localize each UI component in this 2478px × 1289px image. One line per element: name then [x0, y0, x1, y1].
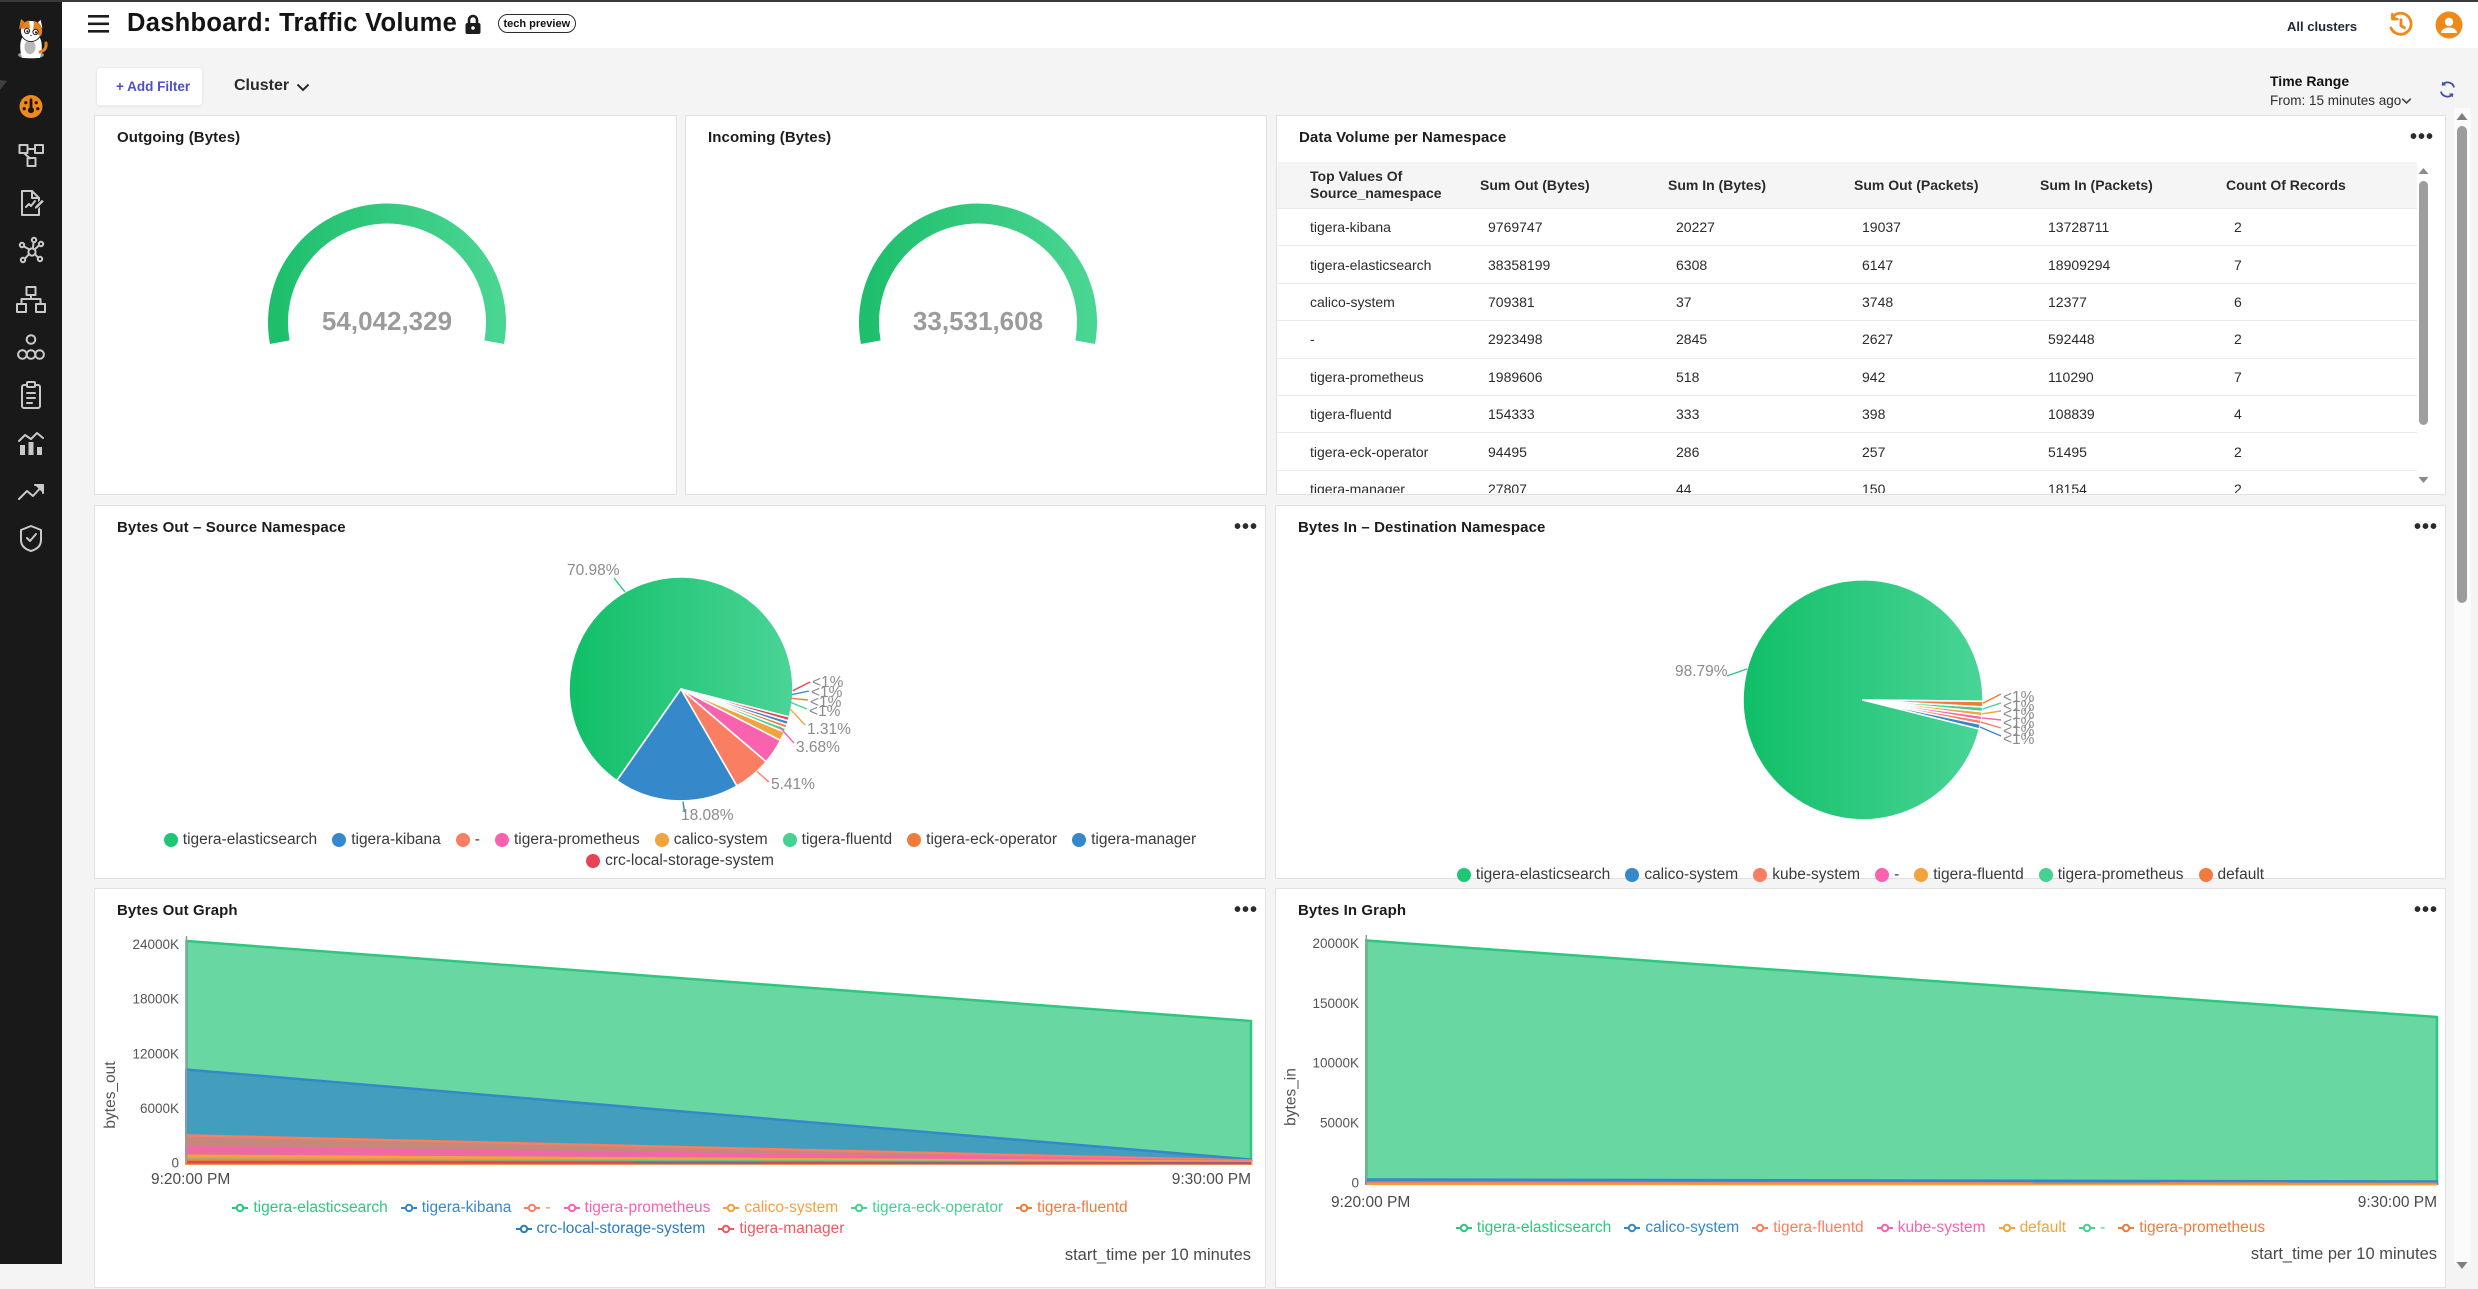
svg-text:5.41%: 5.41%: [771, 776, 815, 793]
svg-text:<1%: <1%: [811, 684, 843, 701]
svg-text:18.08%: 18.08%: [681, 807, 734, 824]
svg-text:12000K: 12000K: [132, 1046, 179, 1061]
svg-text:18000K: 18000K: [132, 992, 179, 1007]
svg-text:10000K: 10000K: [1312, 1056, 1359, 1071]
svg-text:15000K: 15000K: [1312, 996, 1359, 1011]
svg-text:9:30:00 PM: 9:30:00 PM: [2358, 1194, 2437, 1211]
svg-text:<1%: <1%: [2003, 731, 2035, 748]
svg-text:bytes_out: bytes_out: [102, 1061, 119, 1129]
svg-text:<1%: <1%: [2003, 706, 2035, 723]
svg-text:33,531,608: 33,531,608: [913, 306, 1043, 336]
svg-text:5000K: 5000K: [1320, 1116, 1359, 1131]
svg-text:<1%: <1%: [809, 703, 841, 720]
svg-text:<1%: <1%: [812, 674, 844, 691]
svg-text:<1%: <1%: [810, 694, 842, 711]
svg-text:9:20:00 PM: 9:20:00 PM: [1331, 1194, 1410, 1211]
svg-text:<1%: <1%: [2003, 723, 2035, 740]
svg-text:98.79%: 98.79%: [1675, 663, 1728, 680]
svg-text:6000K: 6000K: [140, 1101, 179, 1116]
svg-text:0: 0: [1351, 1175, 1359, 1190]
svg-text:start_time per 10 minutes: start_time per 10 minutes: [1065, 1246, 1251, 1264]
svg-text:<1%: <1%: [2003, 698, 2035, 715]
svg-text:bytes_in: bytes_in: [1283, 1068, 1300, 1126]
svg-text:9:30:00 PM: 9:30:00 PM: [1172, 1171, 1251, 1188]
svg-text:<1%: <1%: [2003, 715, 2035, 732]
svg-text:start_time per 10 minutes: start_time per 10 minutes: [2251, 1245, 2437, 1263]
svg-text:<1%: <1%: [2003, 689, 2035, 706]
svg-text:9:20:00 PM: 9:20:00 PM: [151, 1171, 230, 1188]
svg-text:1.31%: 1.31%: [807, 721, 851, 738]
svg-text:0: 0: [171, 1156, 179, 1171]
svg-text:3.68%: 3.68%: [796, 739, 840, 756]
svg-text:20000K: 20000K: [1312, 936, 1359, 951]
svg-text:70.98%: 70.98%: [567, 562, 620, 579]
svg-text:24000K: 24000K: [132, 937, 179, 952]
svg-text:54,042,329: 54,042,329: [322, 306, 452, 336]
